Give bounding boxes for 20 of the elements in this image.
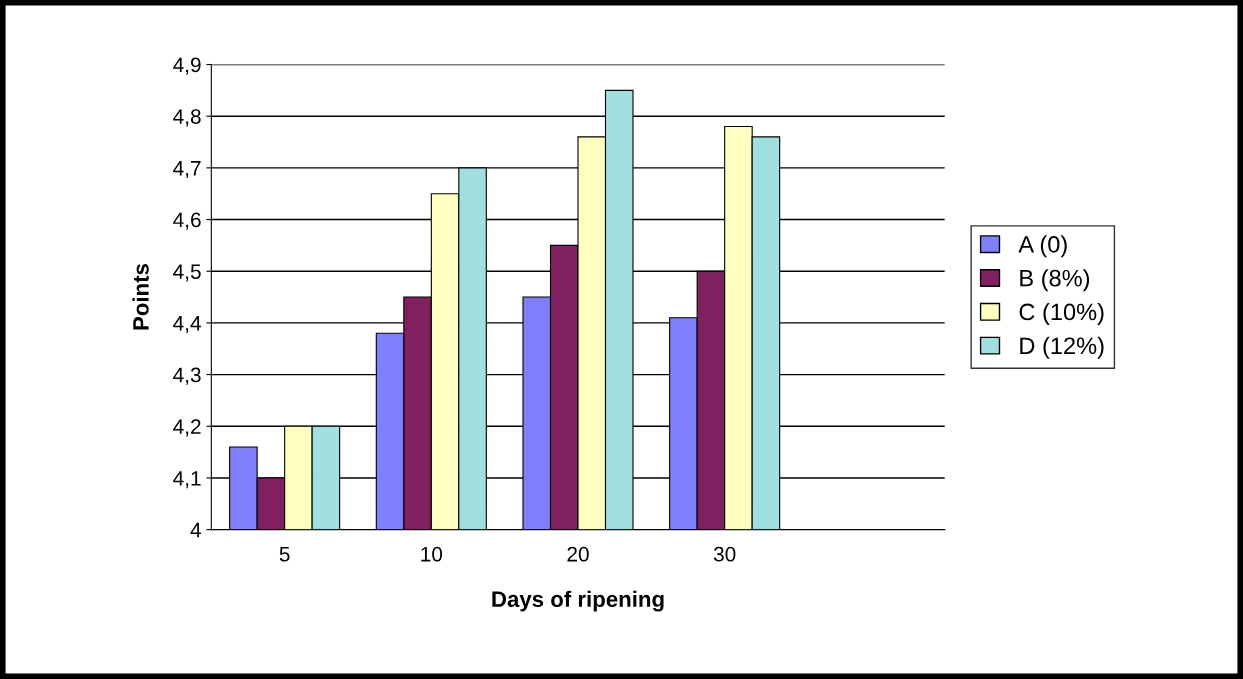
y-tick-label: 4,7: [173, 161, 201, 179]
x-axis-title: Days of ripening: [492, 590, 664, 612]
y-tick-label: 4: [190, 522, 201, 538]
legend-label: A (0): [1018, 235, 1067, 258]
y-tick-label: 4,3: [173, 367, 201, 385]
x-tick-label: 5: [279, 547, 290, 562]
x-tick-label: 30: [713, 546, 736, 562]
y-axis-title: Points: [132, 264, 149, 330]
y-tick-label: 4,6: [173, 212, 201, 230]
x-tick-label: 20: [567, 546, 589, 562]
legend-label: D (12%): [1020, 336, 1104, 359]
y-tick-label: 4,2: [173, 419, 201, 437]
y-tick-label: 4,8: [173, 109, 201, 127]
legend-label: C (10%): [1019, 302, 1104, 325]
y-tick-label: 4,5: [173, 264, 201, 282]
legend-label: B (8%): [1020, 269, 1090, 292]
y-tick-label: 4,9: [173, 57, 201, 75]
y-tick-label: 4,4: [173, 316, 201, 334]
x-tick-label: 10: [421, 546, 443, 562]
y-tick-label: 4,1: [173, 471, 201, 489]
